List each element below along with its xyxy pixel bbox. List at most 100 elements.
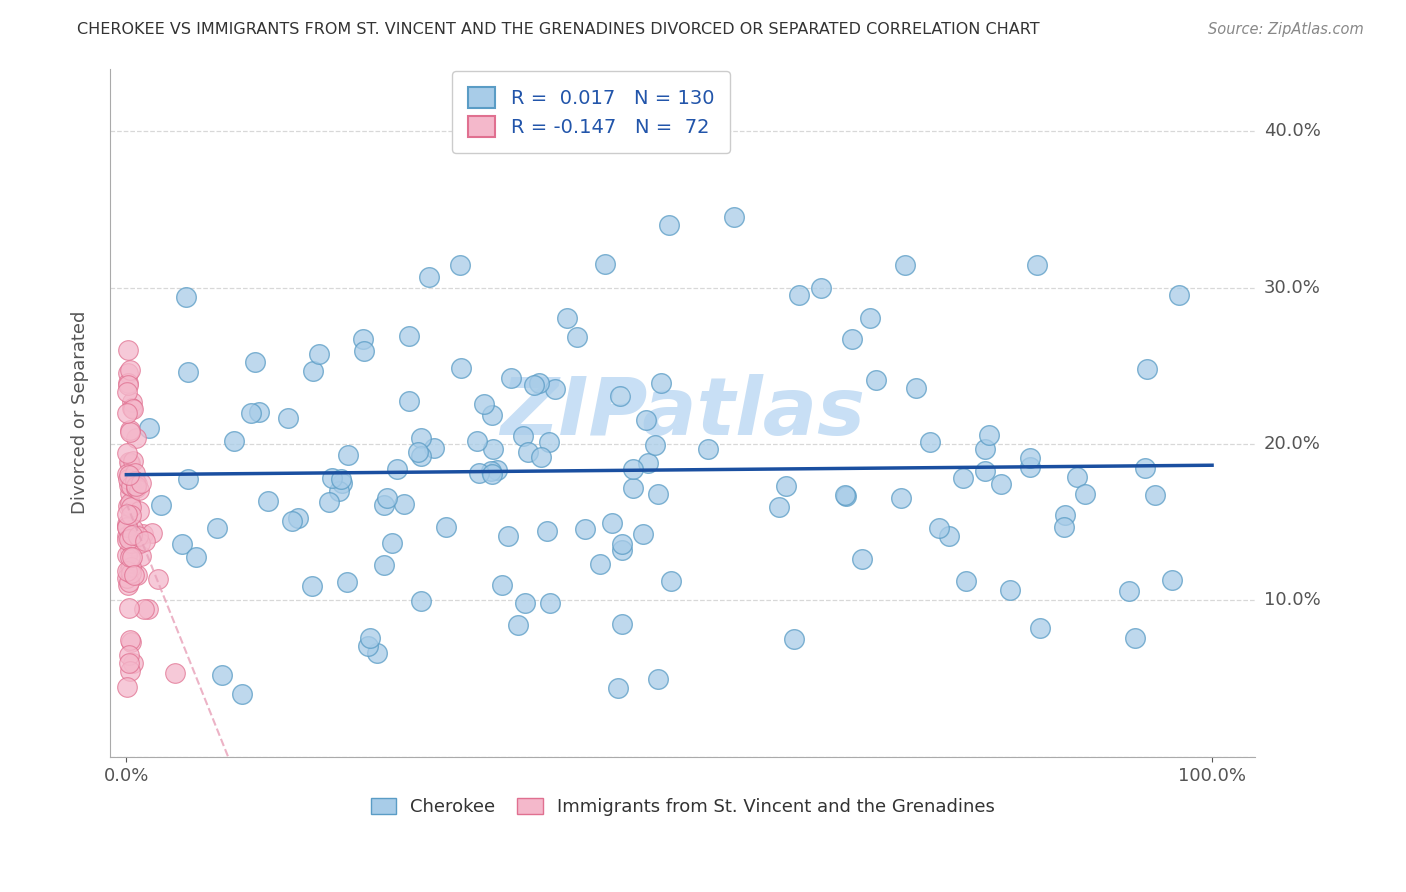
Point — [120, 559, 142, 574]
Point — [336, 574, 359, 589]
Point — [373, 558, 395, 573]
Point — [783, 632, 806, 646]
Point — [465, 434, 488, 448]
Point — [647, 487, 669, 501]
Point — [381, 535, 404, 549]
Point — [928, 521, 950, 535]
Point — [472, 397, 495, 411]
Point — [118, 543, 141, 558]
Point — [117, 384, 139, 399]
Point — [141, 525, 163, 540]
Point — [479, 464, 502, 478]
Point — [537, 435, 560, 450]
Text: 40.0%: 40.0% — [1264, 122, 1320, 140]
Point — [496, 529, 519, 543]
Point — [302, 364, 325, 378]
Point — [117, 601, 139, 615]
Point — [977, 428, 1000, 442]
Point — [1136, 362, 1159, 376]
Point — [277, 410, 299, 425]
Point — [373, 498, 395, 512]
Point — [631, 527, 654, 541]
Point — [973, 442, 995, 456]
Point — [621, 462, 644, 476]
Point — [243, 355, 266, 369]
Point — [117, 446, 139, 460]
Point — [120, 549, 142, 564]
Point — [555, 310, 578, 325]
Point — [634, 413, 657, 427]
Point — [336, 448, 359, 462]
Point — [120, 423, 142, 437]
Point — [1026, 258, 1049, 272]
Point — [120, 486, 142, 500]
Point — [117, 499, 139, 513]
Point — [117, 467, 139, 481]
Point — [117, 680, 139, 694]
Point — [1019, 460, 1042, 475]
Point — [499, 371, 522, 385]
Point — [127, 529, 149, 543]
Point — [523, 378, 546, 392]
Point — [990, 477, 1012, 491]
Point — [330, 475, 353, 490]
Point — [211, 668, 233, 682]
Point — [609, 388, 631, 402]
Point — [482, 442, 505, 456]
Point — [121, 528, 143, 542]
Point — [117, 366, 139, 380]
Point — [835, 489, 858, 503]
Point — [172, 537, 194, 551]
Point — [658, 218, 681, 232]
Point — [117, 378, 139, 392]
Point — [121, 500, 143, 514]
Point — [375, 491, 398, 506]
Point — [513, 595, 536, 609]
Text: 30.0%: 30.0% — [1264, 278, 1320, 296]
Point — [385, 462, 408, 476]
Point — [602, 516, 624, 530]
Point — [330, 472, 353, 486]
Point — [321, 471, 343, 485]
Point — [186, 549, 208, 564]
Point — [138, 420, 160, 434]
Point — [118, 456, 141, 470]
Point — [120, 425, 142, 440]
Point — [257, 494, 280, 508]
Text: 20.0%: 20.0% — [1264, 435, 1320, 453]
Point — [357, 639, 380, 653]
Point — [409, 431, 432, 445]
Point — [117, 529, 139, 543]
Point — [174, 290, 197, 304]
Point — [117, 648, 139, 663]
Point — [398, 393, 420, 408]
Point — [1123, 632, 1146, 646]
Point — [491, 578, 513, 592]
Point — [120, 536, 142, 550]
Point — [117, 517, 139, 532]
Point — [122, 522, 145, 536]
Point — [1135, 460, 1157, 475]
Point — [122, 539, 145, 553]
Point — [527, 376, 550, 390]
Point — [637, 456, 659, 470]
Point — [117, 520, 139, 534]
Text: Source: ZipAtlas.com: Source: ZipAtlas.com — [1208, 22, 1364, 37]
Point — [406, 445, 429, 459]
Point — [1029, 621, 1052, 635]
Point — [398, 329, 420, 343]
Point — [117, 343, 139, 358]
Point — [150, 499, 173, 513]
Point — [128, 483, 150, 497]
Point — [224, 434, 246, 448]
Point — [281, 514, 304, 528]
Point — [789, 288, 811, 302]
Point — [409, 593, 432, 607]
Point — [516, 445, 538, 459]
Point — [768, 500, 790, 514]
Point — [644, 438, 666, 452]
Point — [124, 466, 146, 480]
Point — [318, 495, 340, 509]
Point — [118, 564, 141, 578]
Point — [120, 634, 142, 648]
